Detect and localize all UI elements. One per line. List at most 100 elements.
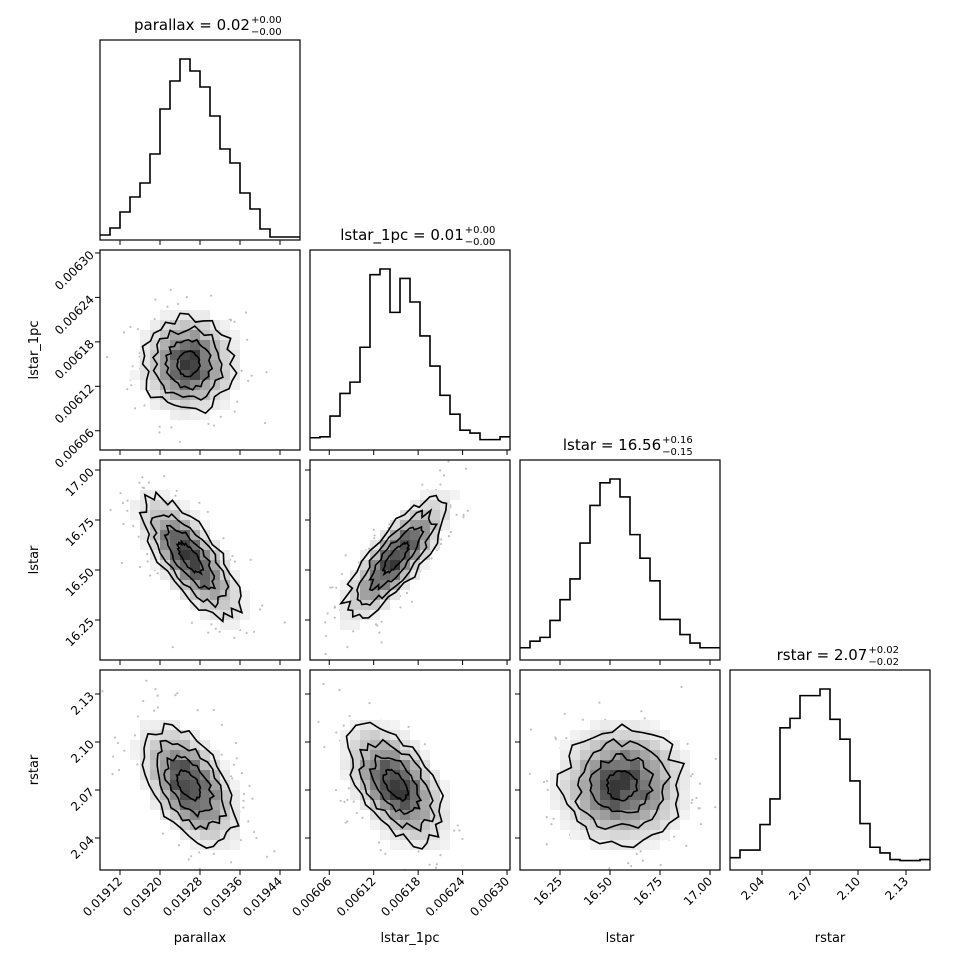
density-cell <box>200 550 210 560</box>
density-cell <box>360 730 370 740</box>
sample-point <box>464 467 468 470</box>
histogram-bin <box>860 824 870 870</box>
sample-point <box>178 440 181 443</box>
density-panel-lstar_1pc-vs-rstar <box>305 669 511 875</box>
density-cell <box>370 740 380 750</box>
sample-point <box>334 788 338 792</box>
sample-point <box>380 620 383 623</box>
density-cell <box>150 330 160 340</box>
sample-point <box>137 535 140 538</box>
sample-point <box>231 777 234 780</box>
density-cell <box>200 530 210 540</box>
density-cell <box>420 530 430 540</box>
density-cell <box>610 780 620 790</box>
density-cell <box>630 790 640 800</box>
density-cell <box>220 760 230 770</box>
density-cell <box>220 400 230 410</box>
density-cell <box>230 340 240 350</box>
density-cell <box>650 780 660 790</box>
density-cell <box>180 570 190 580</box>
density-cell <box>420 800 430 810</box>
density-cell <box>190 730 200 740</box>
density-cell <box>670 810 680 820</box>
density-cell <box>340 740 350 750</box>
sample-point <box>461 837 464 841</box>
density-panel-parallax-vs-lstar <box>95 459 301 665</box>
density-cell <box>560 820 570 830</box>
density-cell <box>610 790 620 800</box>
density-cell <box>440 830 450 840</box>
x-tick-label: 0.01928 <box>160 874 205 919</box>
density-cell <box>380 820 390 830</box>
sample-point <box>680 685 683 689</box>
sample-point <box>641 859 644 862</box>
density-cell <box>160 380 170 390</box>
sample-point <box>439 469 442 472</box>
sample-point <box>101 690 104 693</box>
density-cell <box>360 550 370 560</box>
density-cell <box>660 770 670 780</box>
density-cell <box>220 800 230 810</box>
histogram-bin <box>150 154 160 240</box>
histogram-bin <box>870 847 880 870</box>
sample-point <box>253 830 256 834</box>
histogram-bin <box>330 416 340 450</box>
y-tick-label: 0.00624 <box>52 292 97 337</box>
y-tick-label: 0.00612 <box>52 381 97 426</box>
sample-point <box>240 772 244 775</box>
density-cell <box>600 820 610 830</box>
density-cell <box>170 310 180 320</box>
contour-line <box>555 723 686 849</box>
density-cell <box>160 340 170 350</box>
density-cell <box>220 330 230 340</box>
histogram-bin <box>770 799 780 870</box>
density-cell <box>370 580 380 590</box>
density-cell <box>610 770 620 780</box>
y-tick-label: 16.50 <box>63 565 97 599</box>
sample-point <box>639 850 642 853</box>
density-cell <box>390 580 400 590</box>
sample-point <box>123 749 126 752</box>
density-cell <box>160 330 170 340</box>
density-cell <box>200 410 210 420</box>
density-cell <box>230 800 240 810</box>
density-cell <box>440 800 450 810</box>
sample-point <box>347 787 350 790</box>
density-cell <box>200 820 210 830</box>
density-cell <box>670 790 680 800</box>
histogram-bin <box>190 71 200 240</box>
density-cell <box>410 560 420 570</box>
density-cell <box>370 820 380 830</box>
density-cell <box>230 590 240 600</box>
sample-point <box>242 799 245 802</box>
y-tick-label: 2.04 <box>68 833 97 862</box>
histogram-bin <box>140 183 150 240</box>
density-cell <box>230 820 240 830</box>
density-cell <box>180 510 190 520</box>
histogram-panel-rstar: rstar = 2.07 +0.02−0.02 <box>729 645 931 875</box>
sample-point <box>698 807 701 810</box>
density-cell <box>170 530 180 540</box>
histogram-bin <box>450 414 460 450</box>
density-cell <box>160 570 170 580</box>
sample-point <box>333 616 336 619</box>
density-cell <box>600 840 610 850</box>
histogram-bin <box>400 278 410 450</box>
sample-point <box>324 652 327 656</box>
histogram-bin <box>590 505 600 660</box>
sample-point <box>222 537 225 540</box>
density-cell <box>210 570 220 580</box>
density-cell <box>640 730 650 740</box>
density-cell <box>610 840 620 850</box>
density-cell <box>190 570 200 580</box>
density-cell <box>140 730 150 740</box>
density-cell <box>600 730 610 740</box>
sample-point <box>352 630 355 633</box>
sample-point <box>177 844 181 847</box>
density-cell <box>140 330 150 340</box>
density-cell <box>380 540 390 550</box>
density-cell <box>210 800 220 810</box>
contour-line <box>151 325 224 401</box>
histogram-panel-lstar: lstar = 16.56 +0.16−0.15 <box>519 435 721 665</box>
density-cell <box>340 750 350 760</box>
